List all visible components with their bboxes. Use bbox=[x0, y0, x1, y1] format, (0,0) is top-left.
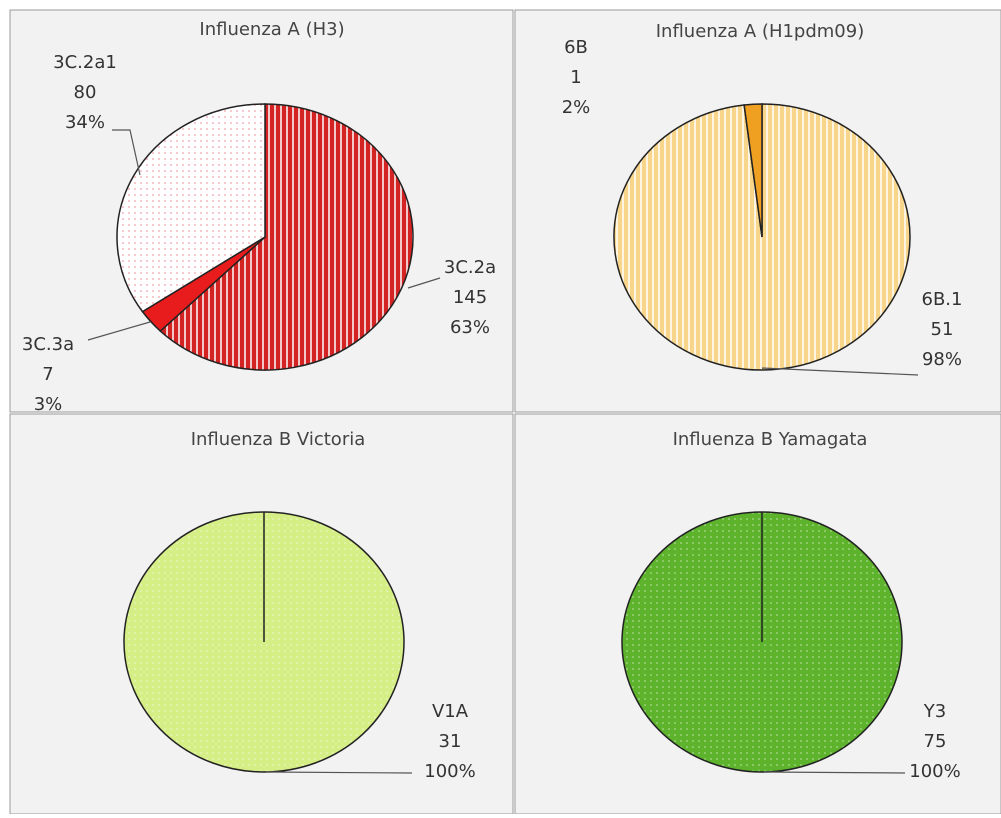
pie-slice bbox=[116, 103, 266, 313]
slice-percent: 3% bbox=[34, 394, 63, 415]
slice-label: Y3 bbox=[923, 701, 946, 722]
slice-value: 75 bbox=[924, 731, 947, 752]
chart-title: Influenza B Victoria bbox=[191, 429, 366, 450]
slice-percent: 63% bbox=[450, 317, 490, 338]
slice-percent: 34% bbox=[65, 112, 105, 133]
slice-value: 7 bbox=[42, 364, 53, 385]
slice-percent: 100% bbox=[909, 761, 960, 782]
slice-label: 6B.1 bbox=[922, 289, 963, 310]
slice-label: V1A bbox=[432, 701, 469, 722]
slice-percent: 98% bbox=[922, 349, 962, 370]
slice-value: 80 bbox=[74, 82, 97, 103]
slice-label: 3C.2a bbox=[444, 257, 496, 278]
slice-percent: 100% bbox=[424, 761, 475, 782]
chart-title: Influenza B Yamagata bbox=[673, 429, 868, 450]
slice-percent: 2% bbox=[562, 97, 591, 118]
leader-line bbox=[265, 771, 413, 774]
pie-slice bbox=[743, 103, 763, 238]
slice-label: 6B bbox=[564, 37, 588, 58]
slice-label: 3C.2a1 bbox=[53, 52, 117, 73]
leader-line bbox=[407, 277, 441, 289]
slice-value: 145 bbox=[453, 287, 487, 308]
chart-title: Influenza A (H3) bbox=[199, 19, 344, 40]
slice-value: 51 bbox=[931, 319, 954, 340]
leader-line bbox=[112, 129, 141, 176]
leader-line bbox=[87, 321, 151, 341]
slice-value: 1 bbox=[570, 67, 581, 88]
leader-line bbox=[763, 771, 906, 774]
slice-label: 3C.3a bbox=[22, 334, 74, 355]
pie-slice bbox=[159, 103, 414, 371]
chart-title: Influenza A (H1pdm09) bbox=[656, 21, 865, 42]
leader-line bbox=[761, 367, 919, 376]
slice-value: 31 bbox=[439, 731, 462, 752]
